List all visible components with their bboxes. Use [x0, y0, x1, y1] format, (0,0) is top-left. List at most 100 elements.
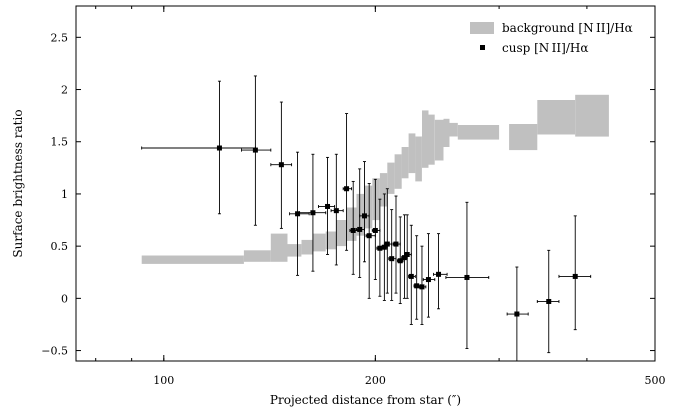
y-tick-label: 0	[61, 292, 68, 305]
cusp-point-marker	[572, 273, 578, 279]
cusp-point-marker	[393, 241, 399, 247]
cusp-point-marker	[397, 258, 403, 264]
cusp-data-point	[299, 153, 327, 272]
cusp-point-marker	[464, 274, 470, 280]
cusp-point-marker	[372, 227, 378, 233]
cusp-data-point	[392, 195, 401, 294]
cusp-point-marker	[361, 213, 367, 219]
y-tick-label: 0.5	[51, 240, 69, 253]
background-band-segment	[287, 244, 302, 257]
background-band-segment	[346, 207, 357, 241]
cusp-data-point	[141, 80, 256, 215]
cusp-data-point	[318, 156, 336, 255]
cusp-point-marker	[401, 255, 407, 261]
cusp-point-marker	[333, 208, 339, 214]
background-band-segment	[372, 178, 380, 221]
background-band-series	[141, 94, 609, 264]
axis-ticks: −0.5 0 0.5 1 1.5 2 2.5 100 200 500	[41, 6, 666, 387]
background-band-segment	[443, 118, 450, 147]
cusp-data-point	[536, 249, 560, 354]
background-band-segment	[379, 173, 388, 207]
background-band-segment	[408, 133, 416, 174]
legend-marker-cusp	[480, 45, 485, 50]
y-tick-label: 2.5	[51, 31, 69, 44]
background-band-segment	[301, 239, 313, 255]
cusp-point-marker	[514, 311, 520, 317]
background-band-segment	[457, 125, 500, 140]
cusp-point-marker	[414, 283, 420, 289]
cusp-data-point	[380, 193, 388, 301]
legend: background [N II]/Hα cusp [N II]/Hα	[470, 21, 633, 55]
cusp-point-marker	[325, 203, 331, 209]
legend-label-background: background [N II]/Hα	[502, 21, 633, 35]
cusp-data-point	[365, 183, 376, 299]
cusp-data-point	[359, 161, 370, 263]
cusp-point-marker	[546, 298, 552, 304]
cusp-data-point	[558, 215, 592, 331]
background-band-segment	[428, 114, 435, 165]
background-band-segment	[509, 124, 538, 151]
cusp-point-marker	[377, 245, 383, 251]
cusp-data-point	[330, 153, 344, 266]
cusp-data-point	[418, 245, 427, 325]
x-tick-label: 500	[645, 374, 666, 387]
plot-frame	[75, 5, 656, 362]
cusp-point-marker	[436, 271, 442, 277]
background-band-segment	[449, 122, 458, 137]
cusp-point-marker	[295, 211, 301, 217]
background-band-segment	[336, 220, 347, 247]
background-band-segment	[394, 154, 402, 189]
cusp-point-marker	[404, 252, 410, 257]
legend-swatch-background	[470, 22, 494, 34]
cusp-data-point	[342, 113, 353, 251]
cusp-data-point	[506, 266, 529, 361]
background-band-segment	[325, 231, 337, 250]
cusp-data-point	[396, 216, 404, 305]
cusp-data-point	[388, 209, 397, 301]
background-band-segment	[312, 233, 326, 252]
y-tick-label: 1	[61, 188, 68, 201]
cusp-point-marker	[425, 277, 431, 283]
cusp-data-point	[433, 233, 448, 310]
cusp-point-marker	[389, 256, 395, 262]
cusp-point-marker	[350, 227, 356, 233]
cusp-data-point	[356, 168, 365, 278]
background-band-segment	[356, 193, 365, 236]
cusp-point-marker	[344, 186, 350, 192]
x-axis-label: Projected distance from star (″)	[270, 393, 461, 407]
cusp-point-marker	[419, 284, 425, 290]
cusp-data-point	[403, 214, 412, 299]
background-band-segment	[141, 255, 244, 264]
cusp-data-point	[422, 233, 436, 318]
background-band-segment	[364, 185, 373, 229]
background-band-segment	[422, 110, 429, 168]
cusp-data-point	[408, 224, 416, 325]
cusp-point-marker	[381, 244, 387, 250]
cusp-point-marker	[408, 273, 414, 279]
cusp-point-marker	[216, 145, 222, 151]
cusp-data-point	[445, 201, 490, 349]
y-tick-label: 1.5	[51, 136, 69, 149]
background-band-segment	[401, 147, 409, 179]
cusp-point-marker	[366, 233, 372, 239]
cusp-point-marker	[384, 241, 390, 247]
cusp-point-marker	[252, 147, 258, 153]
background-band-segment	[575, 94, 609, 137]
background-band-segment	[537, 100, 576, 135]
cusp-point-marker	[357, 226, 363, 232]
background-band-segment	[387, 162, 395, 194]
y-tick-label: −0.5	[41, 345, 68, 358]
background-band-segment	[270, 233, 288, 262]
cusp-point-marker	[310, 210, 316, 216]
y-axis-label: Surface brightness ratio	[11, 109, 25, 257]
cusp-data-point	[371, 178, 381, 281]
y-tick-label: 2	[61, 84, 68, 97]
cusp-data-point	[241, 75, 272, 226]
cusp-point-series	[141, 75, 592, 361]
cusp-point-marker	[278, 162, 284, 168]
cusp-data-point	[270, 101, 293, 229]
background-band-segment	[243, 250, 271, 262]
background-band-segment	[434, 119, 444, 161]
x-tick-label: 100	[153, 374, 174, 387]
